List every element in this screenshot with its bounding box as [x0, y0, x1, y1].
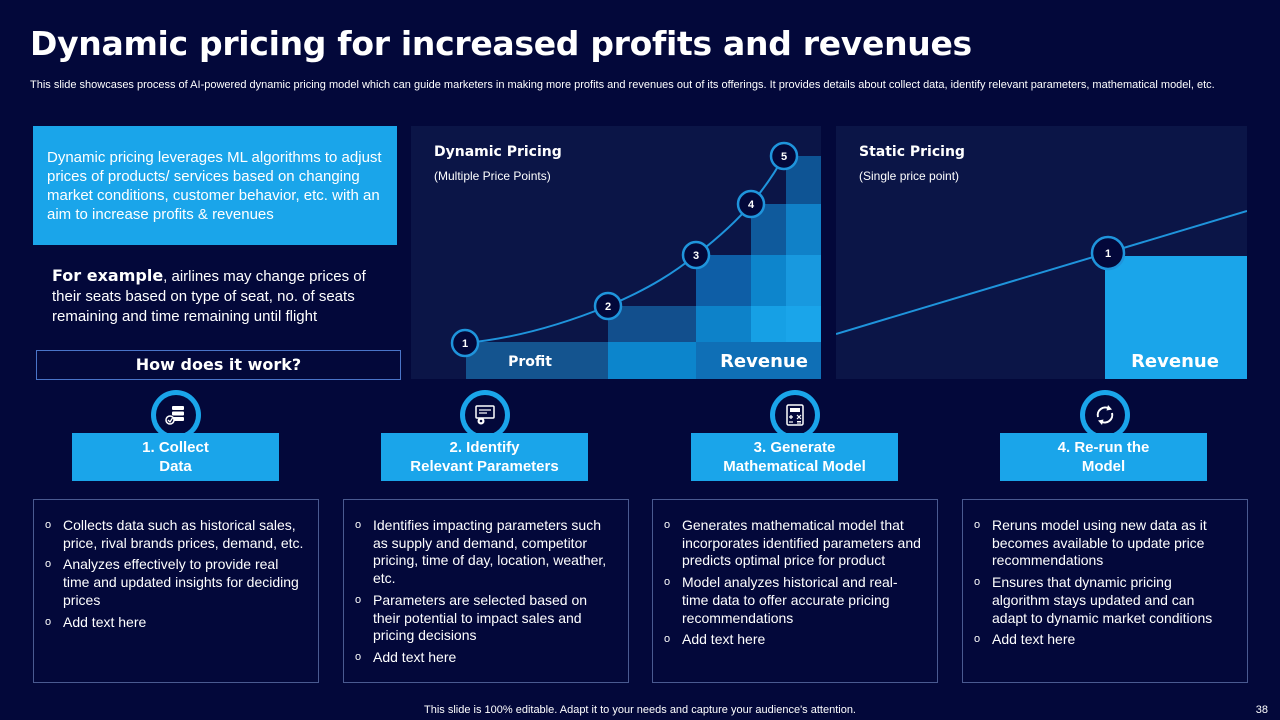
price-point-3-label: 3 — [693, 250, 699, 262]
static-revenue-area — [1105, 256, 1247, 379]
profit-revenue-steps — [466, 156, 821, 379]
dynamic-pricing-title: Dynamic Pricing — [434, 144, 562, 160]
step-2-details: Identifies impacting parameters such as … — [343, 499, 629, 683]
step-4-details: Reruns model using new data as it become… — [962, 499, 1248, 683]
how-it-works-heading: How does it work? — [36, 350, 401, 380]
step-2-bullet-2: Parameters are selected based on their p… — [355, 592, 614, 645]
price-point-1: 1 — [450, 328, 480, 358]
example-body: , airlines may change prices of their se… — [52, 268, 366, 325]
price-point-1-label: 1 — [462, 338, 468, 350]
definition-box: Dynamic pricing leverages ML algorithms … — [33, 126, 397, 245]
step-3-bullet-3: Add text here — [664, 631, 923, 649]
step-1-bullet-1: Collects data such as historical sales, … — [45, 517, 304, 552]
price-point-4: 4 — [736, 189, 766, 219]
static-price-point: 1 — [1090, 235, 1126, 271]
step-1-icon-circle — [151, 390, 201, 440]
static-pricing-panel: 1 Revenue Static Pricing (Single price p… — [836, 126, 1247, 379]
price-point-5: 5 — [769, 141, 799, 171]
step-4-heading: 4. Re-run the Model — [1000, 433, 1207, 481]
dynamic-revenue-label: Revenue — [720, 351, 808, 372]
price-point-2: 2 — [593, 291, 623, 321]
step-3-bullet-1: Generates mathematical model that incorp… — [664, 517, 923, 570]
page-subtitle: This slide showcases process of AI-power… — [30, 79, 1215, 91]
refresh-icon — [1096, 405, 1114, 425]
price-point-3: 3 — [681, 240, 711, 270]
step-4-bullet-3: Add text here — [974, 631, 1233, 649]
step-3-heading: 3. Generate Mathematical Model — [691, 433, 898, 481]
step-2-heading: 2. Identify Relevant Parameters — [381, 433, 588, 481]
page-number: 38 — [1255, 704, 1268, 716]
dynamic-price-points: 1 2 3 4 5 Profit Revenue — [450, 141, 808, 372]
step-4-bullet-2: Ensures that dynamic pricing algorithm s… — [974, 574, 1233, 627]
price-point-4-label: 4 — [748, 199, 755, 211]
step-3-bullet-2: Model analyzes historical and real-time … — [664, 574, 923, 627]
settings-screen-icon — [475, 405, 495, 425]
step-2-icon-circle — [460, 390, 510, 440]
step-1-details: Collects data such as historical sales, … — [33, 499, 319, 683]
price-point-2-label: 2 — [605, 301, 611, 313]
step-4-icon-circle — [1080, 390, 1130, 440]
static-price-point-label: 1 — [1105, 248, 1111, 260]
example-lead: For example — [52, 266, 164, 285]
database-icon — [165, 406, 184, 425]
static-revenue-label: Revenue — [1131, 351, 1219, 372]
static-pricing-title: Static Pricing — [859, 144, 965, 160]
step-1-bullet-2: Analyzes effectively to provide real tim… — [45, 556, 304, 609]
dynamic-pricing-diagram — [464, 155, 821, 379]
step-1-bullet-3: Add text here — [45, 614, 304, 632]
dynamic-pricing-panel: Dynamic Pricing (Multiple Price Points) … — [411, 126, 821, 379]
example-text: For example, airlines may change prices … — [52, 266, 392, 327]
step-3-details: Generates mathematical model that incorp… — [652, 499, 938, 683]
footer-note: This slide is 100% editable. Adapt it to… — [424, 704, 856, 716]
static-pricing-subtitle: (Single price point) — [859, 169, 960, 183]
static-pricing-diagram: 1 Revenue — [836, 210, 1247, 379]
step-2-bullet-3: Add text here — [355, 649, 614, 667]
calculator-icon — [786, 404, 804, 426]
step-4-bullet-1: Reruns model using new data as it become… — [974, 517, 1233, 570]
dynamic-pricing-subtitle: (Multiple Price Points) — [434, 169, 551, 183]
step-3-icon-circle — [770, 390, 820, 440]
page-title: Dynamic pricing for increased profits an… — [30, 24, 972, 63]
profit-label: Profit — [508, 354, 552, 370]
step-2-bullet-1: Identifies impacting parameters such as … — [355, 517, 614, 588]
price-point-5-label: 5 — [781, 151, 787, 163]
step-1-heading: 1. Collect Data — [72, 433, 279, 481]
